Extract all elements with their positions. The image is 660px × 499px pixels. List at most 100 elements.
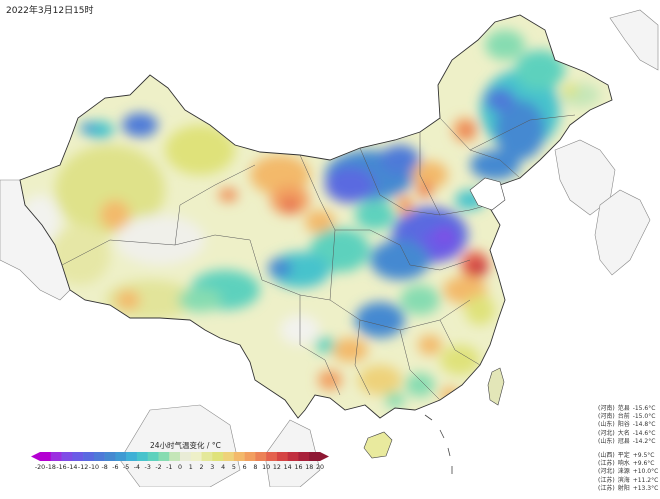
station-prov: (河南) bbox=[598, 413, 615, 421]
colorbar-tick-label: 10 bbox=[262, 464, 270, 471]
station-value: +11.2°C bbox=[632, 476, 659, 484]
colorbar-swatch bbox=[126, 452, 138, 461]
colorbar-swatch bbox=[287, 452, 299, 461]
colorbar-tick-label: -14 bbox=[67, 464, 77, 471]
colorbar-swatch bbox=[190, 452, 202, 461]
colorbar-title: 24小时气温变化 / °C bbox=[150, 441, 221, 450]
colorbar-tick-label: 3 bbox=[210, 464, 214, 471]
colorbar-tick-label: 5 bbox=[232, 464, 236, 471]
colorbar-swatch bbox=[201, 452, 213, 461]
colorbar-min-arrow bbox=[31, 452, 40, 461]
station-prov: (山西) bbox=[598, 452, 615, 460]
colorbar-swatch bbox=[136, 452, 148, 461]
colorbar-swatch bbox=[40, 452, 52, 461]
station-name: 台前 bbox=[617, 413, 630, 421]
station-value: +9.5°C bbox=[632, 452, 655, 460]
colorbar-tick-label: 12 bbox=[273, 464, 281, 471]
colorbar-tick-label: -4 bbox=[134, 464, 140, 471]
colorbar-swatch bbox=[115, 452, 127, 461]
station-prov: (江苏) bbox=[598, 484, 615, 492]
station-row: (河北) 大名 -14.6°C bbox=[598, 430, 658, 438]
station-name: 涞源 bbox=[617, 468, 630, 476]
station-name: 响水 bbox=[617, 460, 630, 468]
station-value: -14.2°C bbox=[632, 437, 656, 445]
colorbar-tick-label: -3 bbox=[145, 464, 151, 471]
station-name: 阳谷 bbox=[617, 421, 630, 429]
station-row: (山东) 冠县 -14.2°C bbox=[598, 438, 658, 446]
station-row: (河南) 范县 -15.6°C bbox=[598, 405, 658, 413]
station-row: (江苏) 响水 +9.6°C bbox=[598, 460, 658, 468]
colorbar-tick-label: -20 bbox=[35, 464, 45, 471]
station-row: (江苏) 射阳 +13.3°C bbox=[598, 485, 658, 493]
colorbar-tick-label: 14 bbox=[284, 464, 292, 471]
colorbar-tick-label: 0 bbox=[178, 464, 182, 471]
colorbar-swatch bbox=[223, 452, 235, 461]
station-name: 大名 bbox=[617, 429, 630, 437]
station-name: 滨海 bbox=[617, 476, 630, 484]
province-boundaries bbox=[61, 114, 576, 401]
hainan-island bbox=[363, 431, 393, 459]
station-prov: (河北) bbox=[598, 429, 615, 437]
colorbar-swatch bbox=[180, 452, 192, 461]
colorbar-swatch bbox=[298, 452, 310, 461]
colorbar-tick-label: -8 bbox=[101, 464, 107, 471]
colorbar-swatch bbox=[104, 452, 116, 461]
colorbar-tick-label: 20 bbox=[316, 464, 324, 471]
station-value: +13.3°C bbox=[632, 484, 659, 492]
station-value: +9.6°C bbox=[632, 460, 655, 468]
station-prov: (山东) bbox=[598, 437, 615, 445]
station-name: 范县 bbox=[617, 405, 630, 412]
colorbar-swatch bbox=[83, 452, 95, 461]
colorbar-tick-label: -18 bbox=[46, 464, 56, 471]
station-name: 平定 bbox=[617, 452, 630, 460]
colorbar-tick-label: 2 bbox=[200, 464, 204, 471]
colorbar-swatch bbox=[61, 452, 73, 461]
china-border bbox=[19, 14, 613, 419]
colorbar-swatch bbox=[212, 452, 224, 461]
colorbar-tick-label: 8 bbox=[253, 464, 257, 471]
colorbar-tick-label: -16 bbox=[56, 464, 66, 471]
largest-drops-list: (河南) 范县 -15.6°C (河南) 台前 -15.0°C (山东) 阳谷 -14.8°C(… bbox=[598, 405, 658, 446]
colorbar-tick-label: 18 bbox=[305, 464, 313, 471]
map-timestamp: 2022年3月12日15时 bbox=[6, 6, 94, 16]
colorbar-swatch bbox=[93, 452, 105, 461]
colorbar-tick-label: -10 bbox=[89, 464, 99, 471]
station-prov: (山东) bbox=[598, 421, 615, 429]
station-name: 冠县 bbox=[617, 437, 630, 445]
colorbar-max-arrow bbox=[320, 452, 329, 461]
colorbar-swatch bbox=[50, 452, 62, 461]
station-value: -14.6°C bbox=[632, 429, 656, 437]
station-row: (江苏) 滨海 +11.2°C bbox=[598, 477, 658, 485]
colorbar-tick-label: 6 bbox=[243, 464, 247, 471]
colorbar-tick-label: 16 bbox=[294, 464, 302, 471]
colorbar-swatch bbox=[169, 452, 181, 461]
colorbar-swatch bbox=[244, 452, 256, 461]
temperature-change-map: -20 -18 -16 -14 -12 -10 -8 -6 -5 -4 -3 -2 -1 0 1 2 3 4 5 6 8… bbox=[0, 9, 659, 487]
south-china-sea-dashes bbox=[424, 414, 453, 474]
station-row: (河北) 涞源 +10.0°C bbox=[598, 468, 658, 476]
colorbar-swatch bbox=[158, 452, 170, 461]
colorbar-swatch bbox=[255, 452, 267, 461]
colorbar-swatch bbox=[276, 452, 288, 461]
station-value: +10.0°C bbox=[632, 468, 659, 476]
bohai-sea bbox=[469, 177, 506, 211]
station-prov: (江苏) bbox=[598, 460, 615, 468]
map-figure: -20 -18 -16 -14 -12 -10 -8 -6 -5 -4 -3 -2 -1 0 1 2 3 4 5 6 8… bbox=[0, 6, 659, 492]
colorbar-tick-label: 4 bbox=[221, 464, 225, 471]
colorbar-tick-label: -1 bbox=[166, 464, 172, 471]
station-value: -15.0°C bbox=[632, 413, 656, 421]
station-name: 射阳 bbox=[617, 484, 630, 492]
station-value: -15.6°C bbox=[632, 405, 656, 412]
colorbar-tick-label: 1 bbox=[189, 464, 193, 471]
colorbar-tick-label: -6 bbox=[112, 464, 118, 471]
colorbar-tick-label: -2 bbox=[155, 464, 161, 471]
colorbar-swatch bbox=[233, 452, 245, 461]
colorbar-tick-label: -12 bbox=[78, 464, 88, 471]
taiwan-island bbox=[487, 367, 505, 406]
colorbar-swatch bbox=[72, 452, 84, 461]
station-prov: (河南) bbox=[598, 405, 615, 412]
station-row: (山西) 平定 +9.5°C bbox=[598, 452, 658, 460]
colorbar-legend: -20 -18 -16 -14 -12 -10 -8 -6 -5 -4 -3 -2 -1 0 1 2 3 4 5 6 8… bbox=[31, 452, 329, 471]
colorbar-swatch bbox=[147, 452, 159, 461]
station-prov: (江苏) bbox=[598, 476, 615, 484]
